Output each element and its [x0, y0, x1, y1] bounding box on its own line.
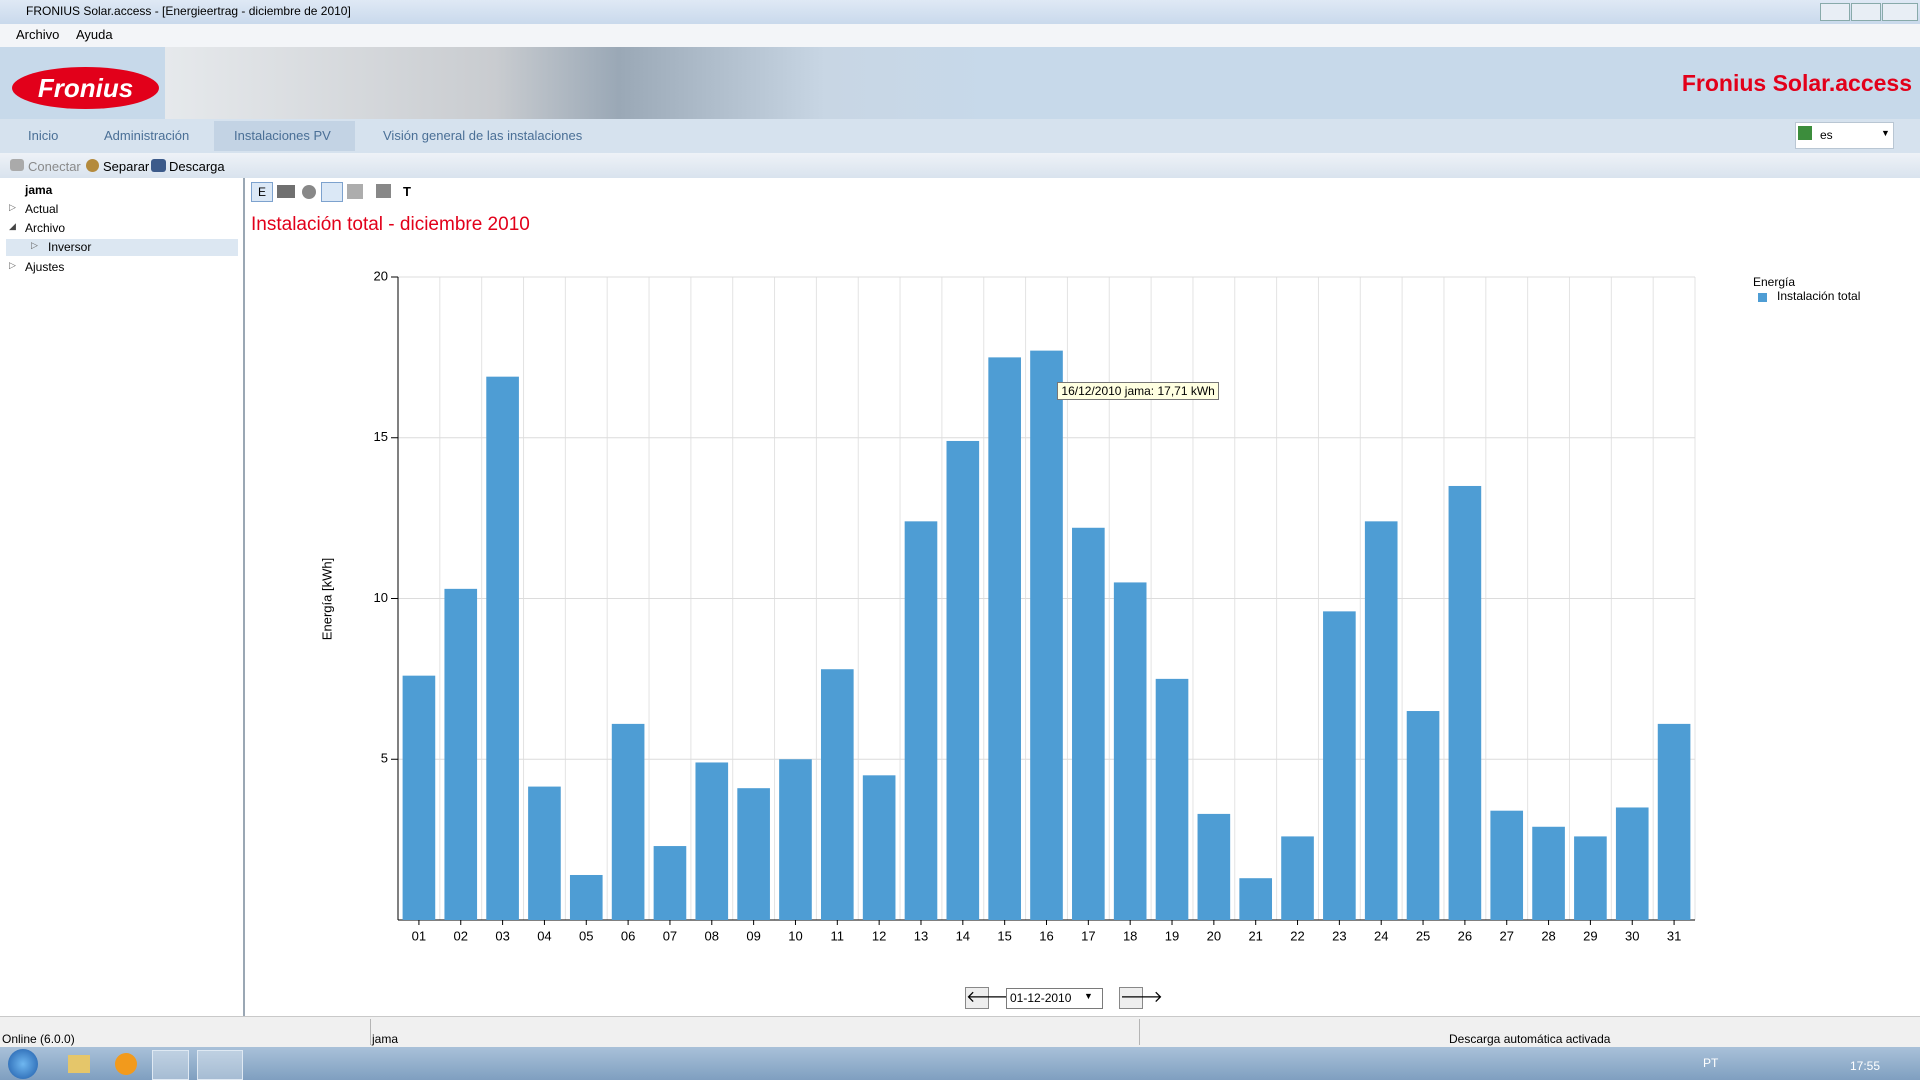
taskbar-app[interactable] — [115, 1053, 137, 1075]
dropdown-arrow: ▼ — [1881, 128, 1890, 138]
status-separator — [370, 1019, 371, 1045]
connect-icon — [10, 159, 24, 171]
clock[interactable]: 17:55 — [1850, 1059, 1881, 1073]
toolbar — [0, 153, 1920, 178]
tree-item[interactable]: Inversor — [48, 240, 92, 254]
chart-title: Instalación total - diciembre 2010 — [251, 214, 530, 235]
prev-button[interactable]: 🡐 — [965, 987, 1009, 1009]
tree-item[interactable]: Archivo — [25, 221, 66, 235]
status-bar — [0, 1016, 1920, 1048]
tab-selected-bg — [214, 121, 355, 151]
co2-icon[interactable] — [277, 185, 295, 198]
tab[interactable]: Inicio — [28, 128, 59, 143]
tree-root[interactable]: jama — [25, 183, 53, 197]
status-text: jama — [372, 1032, 399, 1046]
minimize-button[interactable] — [1820, 3, 1850, 21]
expander[interactable]: ◢ — [9, 221, 16, 231]
menu-bar — [0, 24, 1920, 47]
separate-icon — [86, 159, 99, 172]
taskbar — [0, 1047, 1920, 1080]
banner-image — [165, 47, 990, 119]
status-separator — [1139, 1019, 1140, 1045]
date-value: 01-12-2010 — [1010, 991, 1072, 1005]
next-button[interactable]: 🡒 — [1119, 987, 1163, 1009]
zoom-icon[interactable] — [321, 182, 343, 202]
download-icon — [151, 159, 166, 172]
chart-tool[interactable]: T — [403, 184, 411, 199]
menu-item[interactable]: Ayuda — [76, 27, 113, 42]
window-title: FRONIUS Solar.access - [Energieertrag - … — [26, 4, 351, 18]
kwp-icon[interactable] — [347, 184, 363, 199]
dropdown-arrow: ▼ — [1084, 991, 1093, 1001]
restore-button[interactable] — [1851, 3, 1881, 21]
status-text: Descarga automática activada — [1449, 1032, 1611, 1046]
tab[interactable]: Visión general de las instalaciones — [383, 128, 583, 143]
close-button[interactable] — [1882, 3, 1918, 21]
status-text: Online (6.0.0) — [2, 1032, 75, 1046]
date-picker[interactable] — [1006, 988, 1103, 1009]
language-value: es — [1820, 128, 1833, 142]
tree-item[interactable]: Actual — [25, 202, 59, 216]
input-language[interactable]: PT — [1703, 1056, 1719, 1070]
menu-item[interactable]: Archivo — [16, 27, 60, 42]
toolbar-button[interactable]: Descarga — [169, 159, 225, 174]
expander[interactable]: ▷ — [31, 240, 38, 250]
taskbar-app[interactable] — [68, 1055, 90, 1073]
toolbar-button[interactable]: Separar — [103, 159, 150, 174]
chart-tool[interactable]: E — [251, 182, 273, 202]
toolbar-button[interactable]: Conectar — [28, 159, 81, 174]
tree-panel — [0, 178, 245, 1016]
tree-item[interactable]: Ajustes — [25, 260, 65, 274]
tab[interactable]: Instalaciones PV — [234, 128, 331, 143]
tooltip: 16/12/2010 jama: 17,71 kWh — [1057, 381, 1219, 400]
money-icon[interactable] — [302, 185, 316, 199]
language-icon — [1798, 126, 1812, 140]
taskbar-app[interactable] — [152, 1050, 189, 1080]
tab[interactable]: Administración — [104, 128, 190, 143]
print-icon[interactable] — [376, 184, 391, 198]
expander[interactable]: ▷ — [9, 260, 16, 270]
expander[interactable]: ▷ — [9, 202, 16, 212]
chart-panel — [245, 178, 1920, 1016]
title-bar — [0, 0, 1920, 24]
taskbar-app[interactable] — [197, 1050, 243, 1080]
logo: Fronius — [12, 67, 159, 109]
product-name: Fronius Solar.access — [1681, 70, 1912, 96]
tree-selection — [6, 239, 238, 256]
start-button[interactable] — [8, 1049, 38, 1079]
